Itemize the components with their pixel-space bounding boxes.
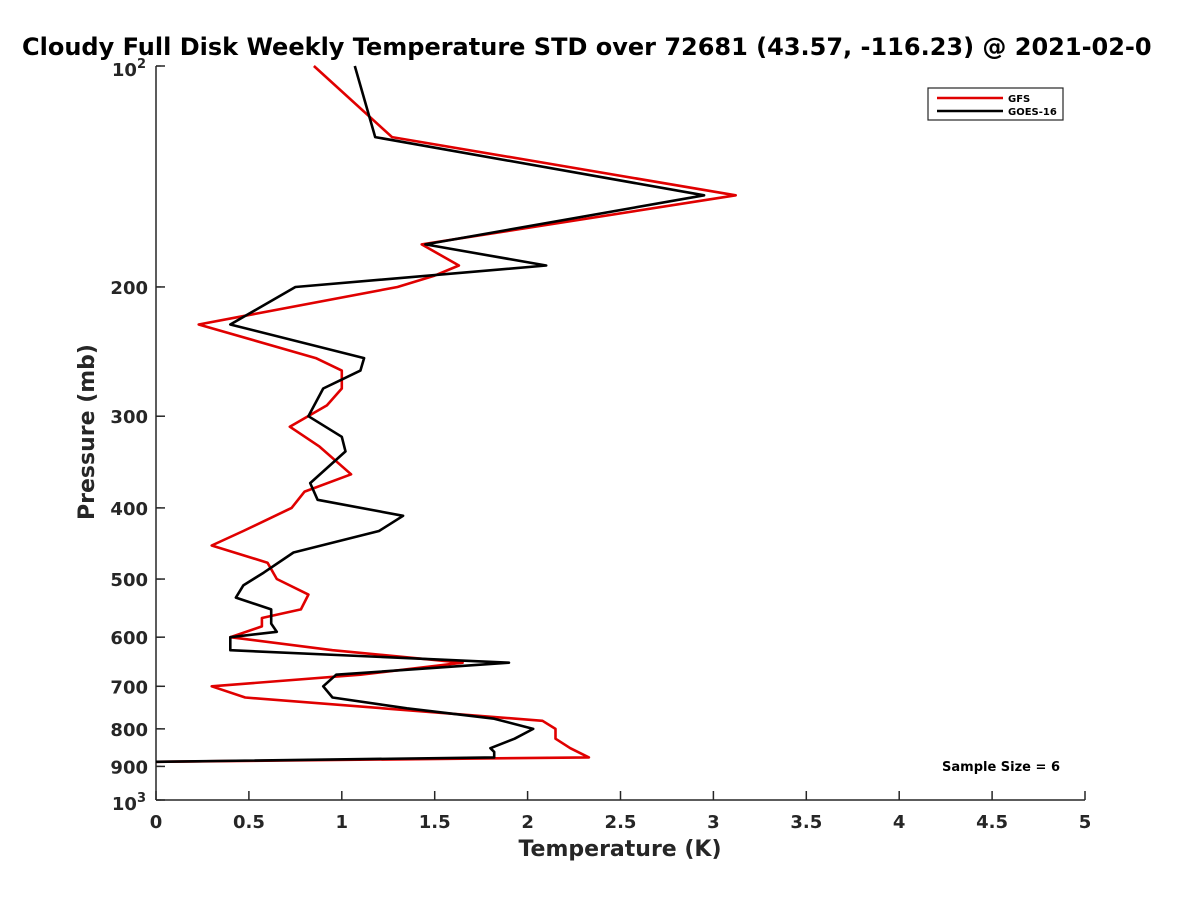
legend-label: GOES-16	[1008, 107, 1057, 118]
y-axis-label: Pressure (mb)	[75, 344, 100, 520]
x-tick-label: 0	[150, 812, 163, 833]
x-tick-label: 1.5	[419, 812, 451, 833]
x-axis-label: Temperature (K)	[518, 837, 721, 862]
x-tick-label: 0.5	[233, 812, 265, 833]
x-tick-label: 4.5	[976, 812, 1008, 833]
y-tick-label: 700	[110, 677, 148, 698]
legend-label: GFS	[1008, 94, 1030, 105]
y-tick-label: 500	[110, 570, 148, 591]
chart-title: Cloudy Full Disk Weekly Temperature STD …	[22, 33, 1152, 61]
x-tick-label: 4	[893, 812, 906, 833]
legend-box	[927, 87, 1064, 121]
y-tick-label: 200	[110, 278, 148, 299]
y-tick-label: 103	[112, 791, 146, 815]
x-tick-label: 5	[1079, 812, 1092, 833]
x-tick-label: 3	[707, 812, 720, 833]
plot-lines	[155, 65, 738, 764]
x-tick-label: 2	[521, 812, 534, 833]
x-tick-label: 3.5	[790, 812, 822, 833]
legend: GFS GOES-16	[927, 87, 1064, 121]
y-tick-label: 102	[112, 57, 146, 81]
axis-ticks: 0 0.5 1 1.5 2 2.5 3 3.5 4 4.5 5 102 200 300 400 500 600 7…	[110, 57, 1091, 833]
x-tick-label: 1	[336, 812, 349, 833]
y-tick-label: 400	[110, 499, 148, 520]
series-line-gfs	[155, 65, 738, 764]
series-line-goes-16	[155, 65, 706, 764]
x-tick-label: 2.5	[605, 812, 637, 833]
y-tick-label: 900	[110, 757, 148, 778]
sample-size-annotation: Sample Size = 6	[942, 760, 1060, 775]
y-tick-label: 600	[110, 628, 148, 649]
y-tick-label: 300	[110, 407, 148, 428]
y-tick-label: 800	[110, 720, 148, 741]
